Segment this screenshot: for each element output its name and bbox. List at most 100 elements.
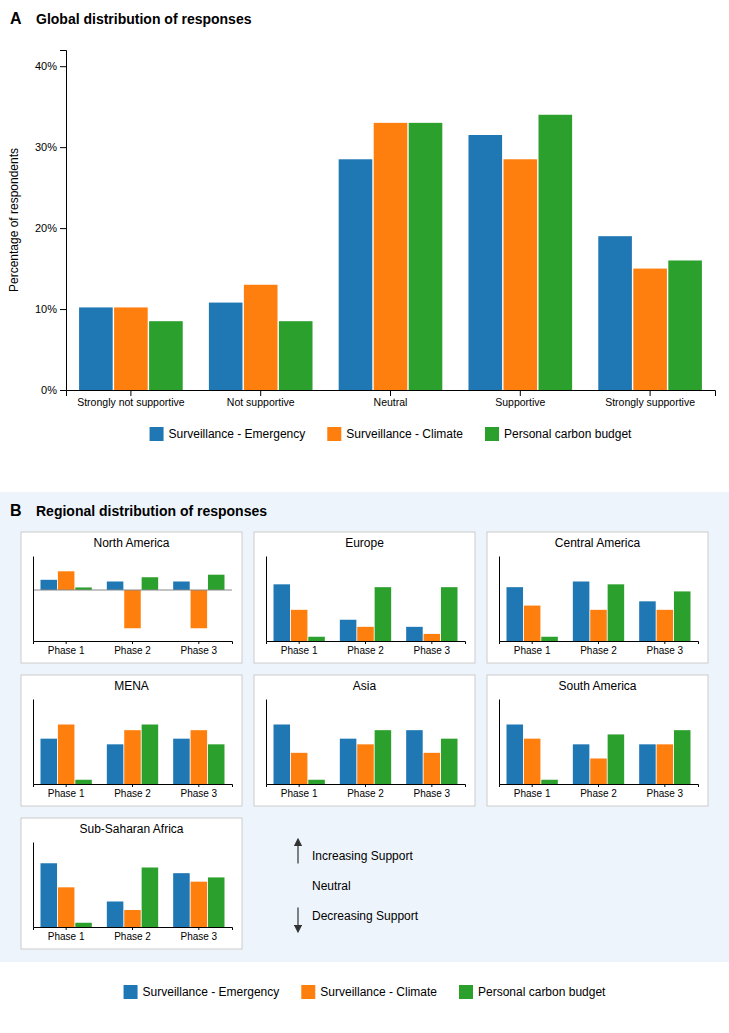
bar-series — [75, 868, 224, 928]
bars — [41, 725, 225, 785]
panel-label: A — [10, 10, 22, 27]
bar — [409, 123, 443, 390]
legend-swatch — [124, 985, 138, 999]
bar — [41, 863, 58, 927]
y-axis-line — [33, 843, 34, 928]
y-axis-tick-label: 30% — [35, 141, 57, 153]
bar — [173, 582, 190, 591]
x-axis-line — [500, 642, 699, 645]
bar — [308, 637, 325, 641]
bar — [208, 575, 225, 590]
bar — [468, 135, 502, 390]
bar — [75, 923, 92, 927]
bar — [191, 882, 208, 927]
y-axis — [266, 700, 267, 785]
y-axis-line — [266, 700, 267, 785]
legend-swatch — [459, 985, 473, 999]
y-axis-line — [499, 700, 500, 785]
bar-series — [524, 606, 673, 641]
bar — [124, 730, 141, 784]
x-axis-tick-mark — [431, 784, 432, 787]
inset-background — [21, 818, 242, 949]
x-axis-tick-label: Phase 3 — [180, 645, 217, 656]
y-axis-line — [33, 700, 34, 785]
bar — [507, 587, 524, 641]
inset-background — [487, 532, 708, 663]
bar — [173, 873, 190, 927]
x-axis-tick: Not supportive — [227, 390, 295, 408]
bar-series — [308, 730, 457, 784]
bar — [524, 739, 541, 784]
x-axis-tick: Phase 2 — [347, 784, 384, 799]
x-axis-tick-mark — [260, 390, 261, 396]
bar — [208, 744, 225, 784]
y-axis-tick-mark — [60, 390, 66, 391]
bar-series — [149, 115, 702, 390]
bar — [590, 759, 607, 785]
x-axis-tick: Phase 2 — [114, 784, 151, 799]
x-axis-tick-label: Phase 3 — [180, 931, 217, 942]
legend-item: Surveillance - Climate — [327, 427, 463, 441]
x-axis-tick: Supportive — [495, 390, 545, 408]
inset: MENAPhase 1Phase 2Phase 3 — [21, 675, 242, 806]
y-axis — [33, 557, 34, 642]
annotation: Decreasing Support — [312, 909, 419, 923]
bar — [668, 260, 702, 390]
x-axis-tick-mark — [664, 641, 665, 644]
x-axis-tick: Phase 3 — [646, 784, 683, 799]
legend: Surveillance - EmergencySurveillance - C… — [150, 427, 633, 441]
bars — [41, 863, 225, 927]
bar — [608, 584, 625, 641]
bar-series — [507, 582, 656, 642]
x-axis-tick-label: Neutral — [374, 396, 408, 408]
y-axis-tick-label: 0% — [41, 384, 57, 396]
bar — [441, 739, 458, 784]
bar-series — [75, 575, 224, 590]
bar — [507, 725, 524, 785]
x-axis-tick-mark — [520, 390, 521, 396]
x-axis-tick-mark — [431, 641, 432, 644]
bar-series — [524, 739, 673, 784]
x-axis-tick-mark — [299, 784, 300, 787]
bar — [441, 587, 458, 641]
x-axis-tick: Phase 2 — [347, 641, 384, 656]
bar — [657, 744, 674, 784]
bar — [308, 780, 325, 784]
x-axis-line — [34, 928, 233, 931]
bar — [639, 744, 656, 784]
x-axis-tick-label: Phase 2 — [114, 931, 151, 942]
inset: South AmericaPhase 1Phase 2Phase 3 — [487, 675, 708, 806]
y-axis — [266, 557, 267, 642]
y-axis — [499, 700, 500, 785]
inset: Sub-Saharan AfricaPhase 1Phase 2Phase 3 — [21, 818, 242, 949]
x-axis-tick: Phase 3 — [180, 641, 217, 656]
y-axis-tick: 40% — [35, 60, 66, 72]
legend-swatch — [327, 427, 341, 441]
y-axis — [33, 700, 34, 785]
bar-series — [507, 725, 656, 785]
x-axis-tick-label: Phase 2 — [114, 645, 151, 656]
inset: North AmericaPhase 1Phase 2Phase 3 — [21, 532, 242, 663]
x-axis-tick: Phase 3 — [646, 641, 683, 656]
bar-series — [541, 584, 690, 641]
bar — [608, 734, 625, 784]
x-axis-tick: Neutral — [374, 390, 408, 408]
bar — [79, 307, 113, 390]
legend-item: Personal carbon budget — [459, 985, 606, 999]
legend-swatch — [150, 427, 164, 441]
x-axis-tick-label: Phase 1 — [514, 788, 551, 799]
annotation: Increasing Support — [312, 849, 413, 863]
x-axis: Phase 1Phase 2Phase 3 — [34, 784, 233, 799]
bar — [75, 780, 92, 784]
bar — [114, 307, 148, 390]
y-axis-title: Percentage of respondents — [7, 148, 21, 292]
bar — [208, 877, 225, 927]
bars — [79, 115, 702, 390]
inset-title: Asia — [353, 679, 377, 693]
bar — [375, 587, 392, 641]
bar — [503, 159, 537, 390]
inset-title: South America — [558, 679, 636, 693]
inset-background — [254, 532, 475, 663]
bar — [406, 627, 423, 641]
x-axis-line — [500, 785, 699, 788]
